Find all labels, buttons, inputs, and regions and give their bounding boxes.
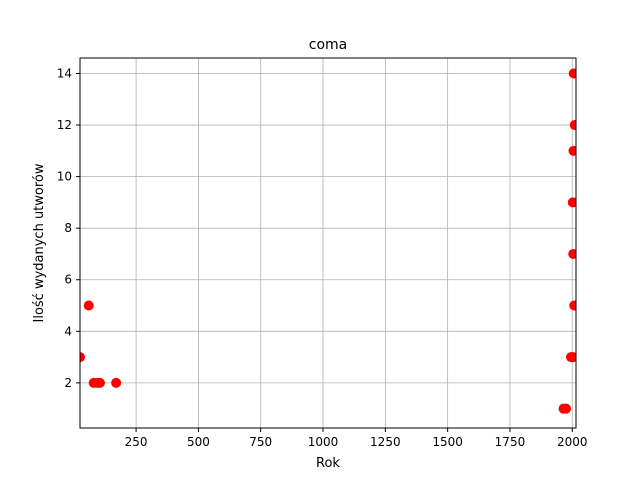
scatter-point — [111, 377, 122, 388]
x-tick-label: 1000 — [308, 435, 339, 449]
x-tick-label: 500 — [187, 435, 210, 449]
scatter-point — [83, 300, 94, 311]
x-tick-label: 250 — [125, 435, 148, 449]
grid-lines — [80, 58, 576, 428]
y-tick-label: 2 — [64, 376, 72, 390]
x-axis-label: Rok — [316, 456, 340, 471]
x-tick-label: 2000 — [557, 435, 588, 449]
scatter-point — [568, 352, 576, 363]
scatter-point — [568, 248, 576, 259]
scatter-point — [80, 352, 85, 363]
y-tick-label: 4 — [64, 324, 72, 338]
scatter-point — [569, 120, 576, 131]
scatter-point — [561, 403, 572, 414]
y-tick-label: 10 — [57, 170, 72, 184]
x-axis-ticks: 250 500 750 1000 1250 1500 1750 2000 — [125, 428, 588, 449]
x-tick-label: 1250 — [370, 435, 401, 449]
data-points — [80, 68, 576, 414]
x-tick-label: 1500 — [432, 435, 463, 449]
x-tick-label: 1750 — [495, 435, 526, 449]
chart-title: coma — [309, 37, 347, 53]
scatter-point — [94, 377, 105, 388]
x-tick-label: 750 — [249, 435, 272, 449]
y-tick-label: 12 — [57, 118, 72, 132]
plot-area-frame — [79, 57, 577, 429]
y-axis-label: Ilość wydanych utworów — [32, 163, 47, 322]
scatter-point — [567, 197, 576, 208]
y-tick-label: 14 — [57, 66, 72, 80]
scatter-point — [569, 300, 576, 311]
y-tick-label: 6 — [64, 273, 72, 287]
y-tick-label: 8 — [64, 221, 72, 235]
scatter-point — [568, 68, 576, 79]
scatter-point — [568, 145, 576, 156]
y-axis-ticks: 2 4 6 8 10 12 14 — [57, 66, 80, 390]
